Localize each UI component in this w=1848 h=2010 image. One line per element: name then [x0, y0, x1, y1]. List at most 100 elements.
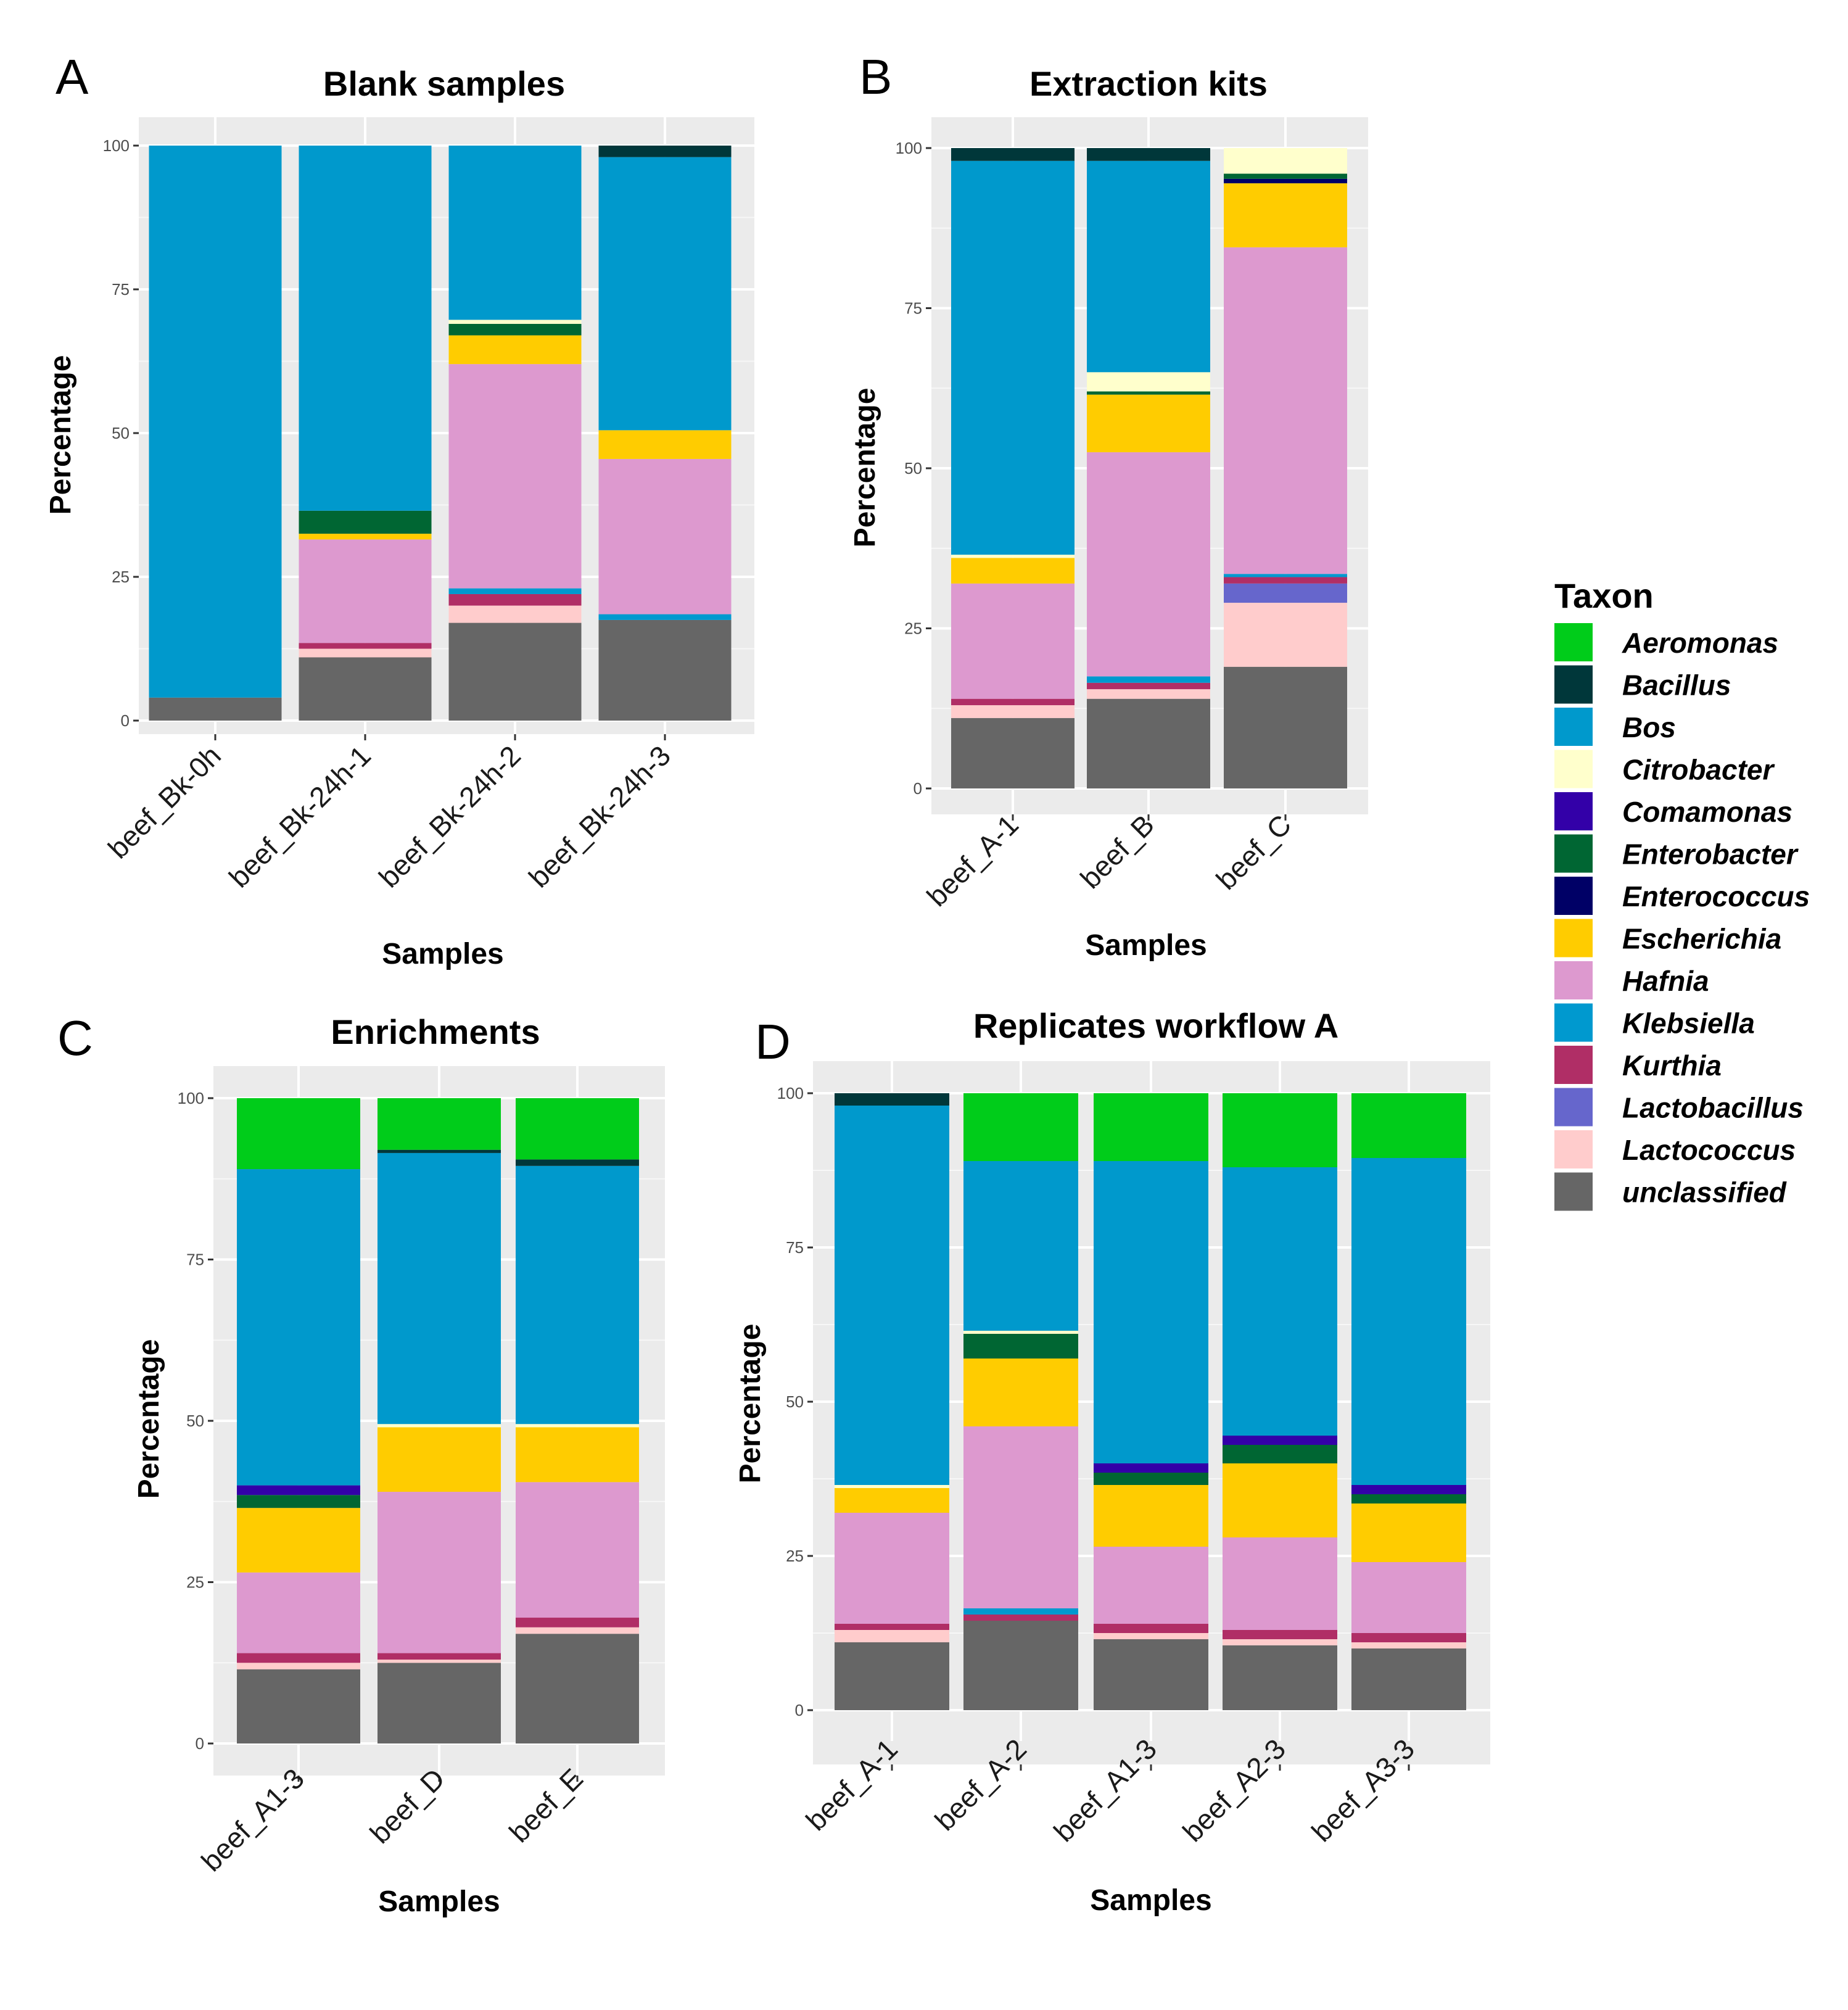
bar-segment-a-beef-bk-24h-1-kurthia — [299, 643, 432, 649]
bar-segment-d-beef-a1-3-escherichia — [1094, 1485, 1208, 1547]
bar-segment-d-beef-a-2-hafnia — [963, 1426, 1078, 1608]
y-tick-label-c-100: 100 — [178, 1089, 204, 1107]
y-ticks-d: 0 25 50 75 100 — [777, 1084, 813, 1719]
bar-segment-c-beef-e-aeromonas — [516, 1098, 639, 1160]
bar-segment-b-beef-b-escherichia — [1087, 394, 1210, 453]
bar-segment-b-beef-c-unclassified — [1224, 666, 1347, 788]
bar-segment-b-beef-c-enterobacter — [1224, 173, 1347, 179]
bar-segment-d-beef-a1-3-kurthia — [1094, 1624, 1208, 1633]
bar-segment-c-beef-e-bacillus — [516, 1159, 639, 1166]
bar-segment-c-beef-a1-3-comamonas — [237, 1485, 360, 1495]
bar-segment-d-beef-a-1-hafnia — [835, 1513, 949, 1624]
x-axis-title-a: Samples — [382, 938, 503, 970]
bar-segment-c-beef-e-citrobacter — [516, 1424, 639, 1428]
bar-segment-b-beef-b-lactococcus — [1087, 689, 1210, 699]
bar-segment-b-beef-b-citrobacter — [1087, 372, 1210, 392]
bar-segment-a-beef-bk-0h-unclassified — [149, 697, 282, 721]
bar-segment-d-beef-a-1-unclassified — [835, 1642, 949, 1710]
bar-segment-a-beef-bk-24h-2-hafnia — [448, 364, 582, 589]
bar-segment-c-beef-a1-3-aeromonas — [237, 1098, 360, 1170]
legend-swatch-enterobacter — [1554, 834, 1593, 873]
y-ticks-c: 0 25 50 75 100 — [178, 1089, 213, 1753]
bar-segment-a-beef-bk-24h-1-unclassified — [299, 657, 432, 721]
bar-segment-d-beef-a3-3-unclassified — [1351, 1648, 1466, 1710]
bar-segment-b-beef-c-hafnia — [1224, 247, 1347, 574]
bar-segment-c-beef-e-lactococcus — [516, 1627, 639, 1634]
y-tick-label-b-100: 100 — [896, 139, 922, 157]
bar-segment-b-beef-c-lactobacillus — [1224, 583, 1347, 603]
bar-segment-d-beef-a-2-escherichia — [963, 1359, 1078, 1426]
bar-segment-c-beef-d-citrobacter — [377, 1424, 501, 1428]
bar-segment-d-beef-a-2-aeromonas — [963, 1093, 1078, 1161]
bar-segment-d-beef-a1-3-comamonas — [1094, 1463, 1208, 1473]
y-tick-label-d-75: 75 — [786, 1238, 804, 1257]
bar-segment-b-beef-c-kurthia — [1224, 577, 1347, 584]
bar-segment-c-beef-d-kurthia — [377, 1653, 501, 1660]
bar-segment-d-beef-a-2-enterobacter — [963, 1334, 1078, 1359]
bar-segment-c-beef-e-escherichia — [516, 1427, 639, 1483]
legend-label-enterobacter: Enterobacter — [1622, 838, 1799, 871]
bar-segment-d-beef-a2-3-hafnia — [1223, 1537, 1337, 1630]
legend-swatch-hafnia — [1554, 961, 1593, 999]
bar-segment-b-beef-b-hafnia — [1087, 452, 1210, 677]
bar-segment-d-beef-a1-3-lactococcus — [1094, 1633, 1208, 1639]
y-axis-title-c: Percentage — [133, 1339, 165, 1499]
bar-segment-c-beef-a1-3-escherichia — [237, 1508, 360, 1573]
legend-swatch-lactococcus — [1554, 1130, 1593, 1168]
bar-segment-d-beef-a-2-citrobacter — [963, 1331, 1078, 1334]
legend-swatch-kurthia — [1554, 1046, 1593, 1084]
y-tick-label-c-75: 75 — [186, 1251, 204, 1269]
bar-segment-b-beef-c-enterococcus — [1224, 178, 1347, 184]
bar-segment-a-beef-bk-24h-3-unclassified — [598, 619, 732, 721]
bar-segment-b-beef-a-1-lactococcus — [951, 705, 1075, 718]
bar-segment-d-beef-a-1-kurthia — [835, 1624, 949, 1630]
bar-segment-d-beef-a-1-bos — [835, 1106, 949, 1485]
bar-segment-b-beef-b-kurthia — [1087, 682, 1210, 690]
bar-segment-c-beef-a1-3-bos — [237, 1169, 360, 1486]
bar-segment-c-beef-e-bos — [516, 1165, 639, 1425]
bar-segment-b-beef-c-klebsiella — [1224, 574, 1347, 577]
bars-c — [237, 1098, 639, 1743]
bar-segment-a-beef-bk-24h-3-bacillus — [598, 146, 732, 157]
bar-segment-d-beef-a-1-citrobacter — [835, 1485, 949, 1488]
bar-segment-b-beef-a-1-citrobacter — [951, 555, 1075, 558]
bar-segment-d-beef-a1-3-enterobacter — [1094, 1473, 1208, 1485]
legend-swatch-comamonas — [1554, 792, 1593, 830]
bar-segment-c-beef-d-lactococcus — [377, 1660, 501, 1663]
panel-label-d: D — [755, 1014, 791, 1069]
bar-segment-a-beef-bk-24h-2-citrobacter — [448, 320, 582, 324]
x-axis-title-c: Samples — [378, 1885, 500, 1918]
legend: Taxon Aeromonas Bacillus Bos Citrobacter Com… — [1554, 576, 1810, 1211]
y-tick-label-b-50: 50 — [904, 459, 922, 478]
bar-segment-d-beef-a2-3-escherichia — [1223, 1463, 1337, 1537]
bar-segment-c-beef-e-kurthia — [516, 1618, 639, 1627]
legend-label-klebsiella: Klebsiella — [1622, 1007, 1755, 1040]
bar-segment-a-beef-bk-24h-3-bos — [598, 157, 732, 431]
bar-segment-a-beef-bk-24h-1-enterobacter — [299, 510, 432, 534]
bar-segment-d-beef-a1-3-hafnia — [1094, 1547, 1208, 1624]
bar-segment-b-beef-a-1-unclassified — [951, 718, 1075, 788]
legend-swatch-bacillus — [1554, 665, 1593, 704]
legend-label-hafnia: Hafnia — [1622, 965, 1709, 997]
y-ticks-b: 0 25 50 75 100 — [896, 139, 931, 798]
bar-segment-a-beef-bk-24h-2-lactococcus — [448, 605, 582, 623]
bar-segment-c-beef-e-unclassified — [516, 1634, 639, 1743]
bar-segment-d-beef-a2-3-aeromonas — [1223, 1093, 1337, 1167]
bars-b — [951, 148, 1347, 788]
legend-swatch-lactobacillus — [1554, 1088, 1593, 1127]
bar-segment-d-beef-a3-3-lactococcus — [1351, 1642, 1466, 1648]
bar-segment-a-beef-bk-24h-3-hafnia — [598, 458, 732, 614]
bar-segment-a-beef-bk-24h-2-enterobacter — [448, 323, 582, 336]
bar-segment-d-beef-a-1-lactococcus — [835, 1630, 949, 1642]
y-tick-label-d-0: 0 — [795, 1701, 804, 1719]
legend-label-lactobacillus: Lactobacillus — [1622, 1092, 1804, 1124]
y-tick-label-c-0: 0 — [196, 1734, 204, 1753]
bar-segment-b-beef-a-1-bacillus — [951, 148, 1075, 161]
legend-swatch-enterococcus — [1554, 877, 1593, 915]
y-tick-label-c-50: 50 — [186, 1412, 204, 1430]
bar-segment-a-beef-bk-24h-3-klebsiella — [598, 614, 732, 620]
bar-segment-d-beef-a-2-bos — [963, 1161, 1078, 1331]
